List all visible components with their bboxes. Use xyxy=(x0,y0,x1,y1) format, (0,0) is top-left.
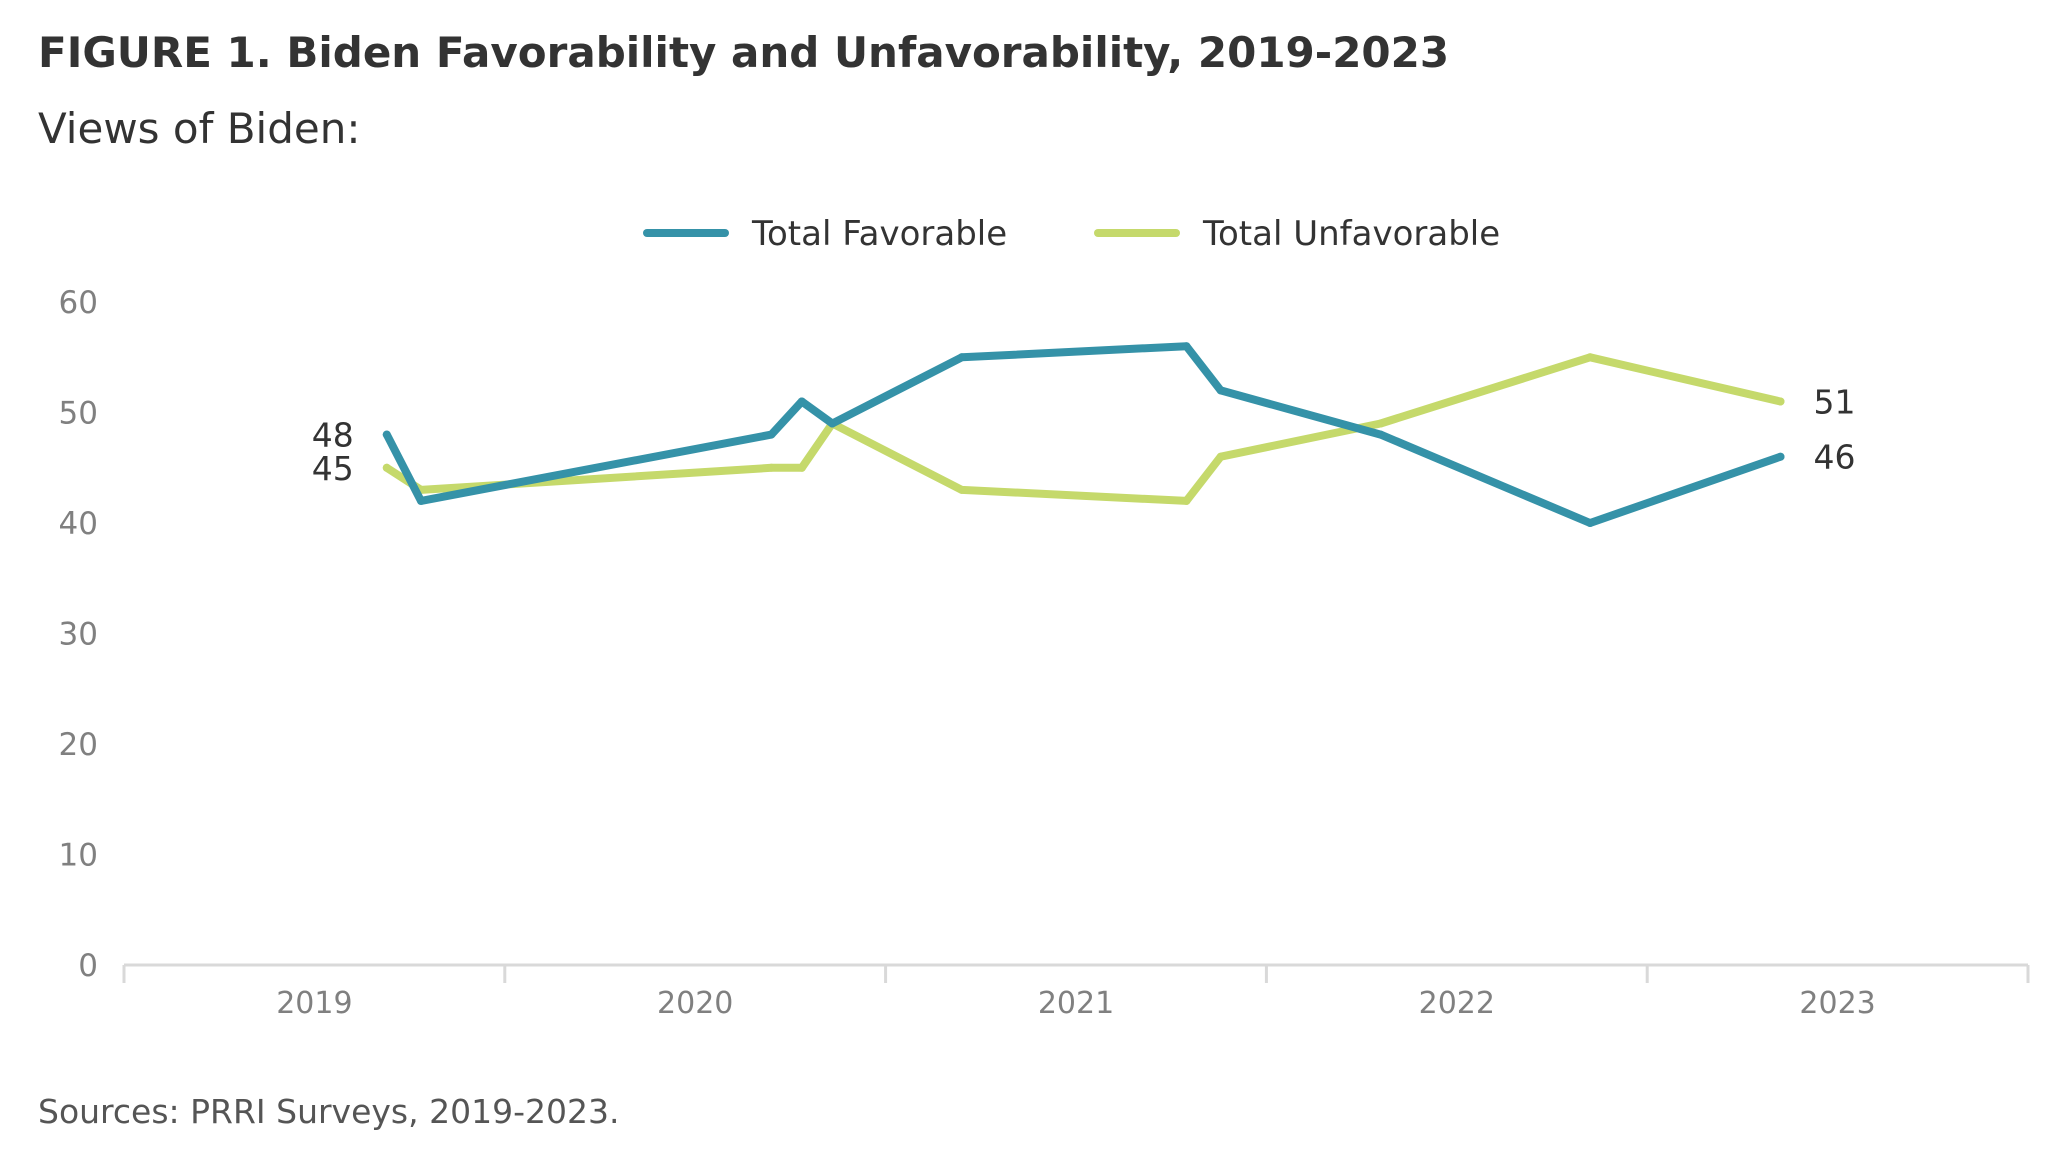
data-label: 45 xyxy=(312,449,354,488)
source-note: Sources: PRRI Surveys, 2019-2023. xyxy=(38,1092,620,1131)
data-point-favorable xyxy=(1586,519,1595,527)
legend-label: Total Unfavorable xyxy=(1202,214,1500,254)
data-point-favorable xyxy=(417,496,426,505)
data-point-unfavorable xyxy=(797,463,806,472)
y-tick-label: 40 xyxy=(59,506,98,542)
x-tick-label: 2020 xyxy=(657,986,733,1021)
x-tick-label: 2023 xyxy=(1799,986,1875,1021)
data-point-favorable xyxy=(828,419,837,428)
data-point-favorable xyxy=(1216,386,1225,395)
chart-title: FIGURE 1. Biden Favorability and Unfavor… xyxy=(38,28,1450,77)
data-label: 48 xyxy=(312,416,354,455)
series-line-unfavorable xyxy=(382,353,1785,505)
data-point-favorable xyxy=(1376,430,1385,439)
y-tick-label: 50 xyxy=(59,396,98,432)
data-point-favorable xyxy=(1182,342,1191,351)
data-point-unfavorable xyxy=(1776,397,1785,406)
y-tick-label: 60 xyxy=(59,285,98,321)
data-point-favorable xyxy=(797,397,806,406)
data-point-unfavorable xyxy=(1586,353,1595,362)
data-point-favorable xyxy=(767,430,776,439)
y-tick-label: 20 xyxy=(59,727,98,763)
data-point-unfavorable xyxy=(1376,419,1385,428)
legend-label: Total Favorable xyxy=(751,214,1007,254)
x-tick-label: 2019 xyxy=(276,986,352,1021)
x-tick-label: 2022 xyxy=(1419,986,1495,1021)
y-tick-label: 10 xyxy=(59,838,98,874)
data-point-unfavorable xyxy=(382,463,391,472)
data-point-unfavorable xyxy=(1216,452,1225,461)
data-point-unfavorable xyxy=(957,485,966,494)
chart-subtitle: Views of Biden: xyxy=(38,104,361,153)
data-point-favorable xyxy=(1776,452,1785,461)
data-point-unfavorable xyxy=(1182,496,1191,505)
data-point-unfavorable xyxy=(767,463,776,472)
y-tick-label: 30 xyxy=(59,617,98,653)
y-tick-label: 0 xyxy=(78,948,98,984)
data-label: 46 xyxy=(1813,438,1855,477)
x-tick-label: 2021 xyxy=(1038,986,1114,1021)
data-label: 51 xyxy=(1813,382,1855,421)
data-point-favorable xyxy=(957,353,966,362)
data-point-favorable xyxy=(382,430,391,439)
